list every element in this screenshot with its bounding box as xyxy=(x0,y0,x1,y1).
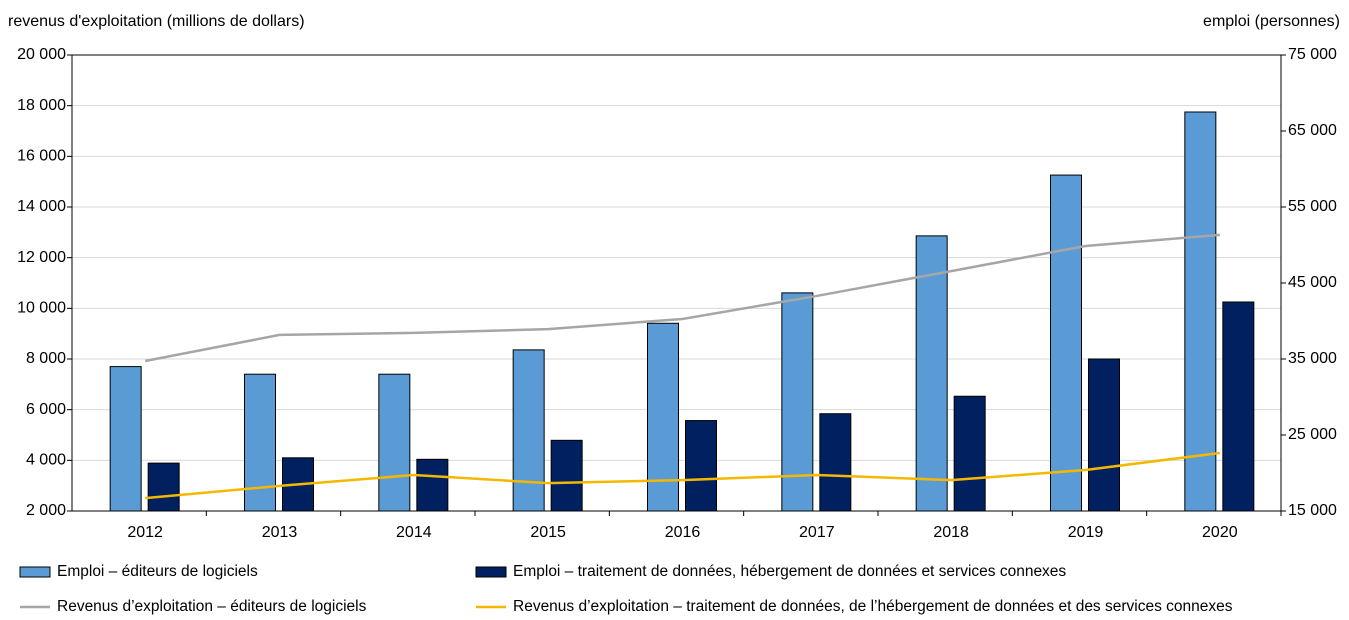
y2-tick-label: 25 000 xyxy=(1288,426,1337,443)
x-tick-label: 2012 xyxy=(127,524,163,541)
y-tick-label: 12 000 xyxy=(17,249,66,266)
bar xyxy=(781,292,814,512)
bar xyxy=(1184,111,1217,512)
bar xyxy=(244,373,276,512)
bar xyxy=(1050,174,1082,512)
legend-swatch xyxy=(475,566,507,578)
y2-tick-label: 45 000 xyxy=(1288,274,1337,291)
bar xyxy=(416,458,449,512)
x-tick-label: 2019 xyxy=(1068,524,1104,541)
y2-tick-label: 15 000 xyxy=(1288,502,1337,519)
x-tick-label: 2020 xyxy=(1202,524,1238,541)
y-tick-label: 20 000 xyxy=(17,46,66,63)
x-tick-label: 2016 xyxy=(665,524,701,541)
legend-swatch xyxy=(19,566,51,578)
y-tick-label: 4 000 xyxy=(26,452,66,469)
x-tick-label: 2017 xyxy=(799,524,835,541)
bar xyxy=(1222,301,1255,512)
bar xyxy=(1088,358,1120,512)
y-tick-label: 2 000 xyxy=(26,502,66,519)
bar xyxy=(147,462,180,512)
x-tick-label: 2014 xyxy=(396,524,432,541)
x-tick-label: 2015 xyxy=(530,524,566,541)
bar xyxy=(378,373,411,512)
bar xyxy=(512,349,545,512)
bar xyxy=(915,235,948,512)
legend-label: Revenus d’exploitation – éditeurs de log… xyxy=(57,598,367,615)
y-tick-label: 16 000 xyxy=(17,148,66,165)
bar xyxy=(685,420,717,512)
line xyxy=(144,233,1220,363)
y2-tick-label: 55 000 xyxy=(1288,198,1337,215)
y2-axis-title: emploi (personnes) xyxy=(1203,13,1340,30)
y-tick-label: 8 000 xyxy=(26,350,66,367)
legend-label: Emploi – traitement de données, hébergem… xyxy=(513,563,1066,580)
bar xyxy=(550,439,583,512)
x-tick-label: 2013 xyxy=(262,524,298,541)
y-tick-label: 14 000 xyxy=(17,198,66,215)
bar xyxy=(647,322,679,512)
line xyxy=(145,451,1220,500)
y2-tick-label: 65 000 xyxy=(1288,122,1337,139)
bar xyxy=(819,413,852,512)
y-axis-title: revenus d'exploitation (millions de doll… xyxy=(8,13,305,30)
y2-tick-label: 35 000 xyxy=(1288,350,1337,367)
legend-label: Revenus d’exploitation – traitement de d… xyxy=(513,598,1233,615)
bar xyxy=(109,366,142,512)
bar xyxy=(953,395,986,512)
y-tick-label: 10 000 xyxy=(17,300,66,317)
x-tick-label: 2018 xyxy=(933,524,969,541)
y-tick-label: 18 000 xyxy=(17,97,66,114)
legend-label: Emploi – éditeurs de logiciels xyxy=(57,563,258,580)
y2-tick-label: 75 000 xyxy=(1288,46,1337,63)
y-tick-label: 6 000 xyxy=(26,401,66,418)
